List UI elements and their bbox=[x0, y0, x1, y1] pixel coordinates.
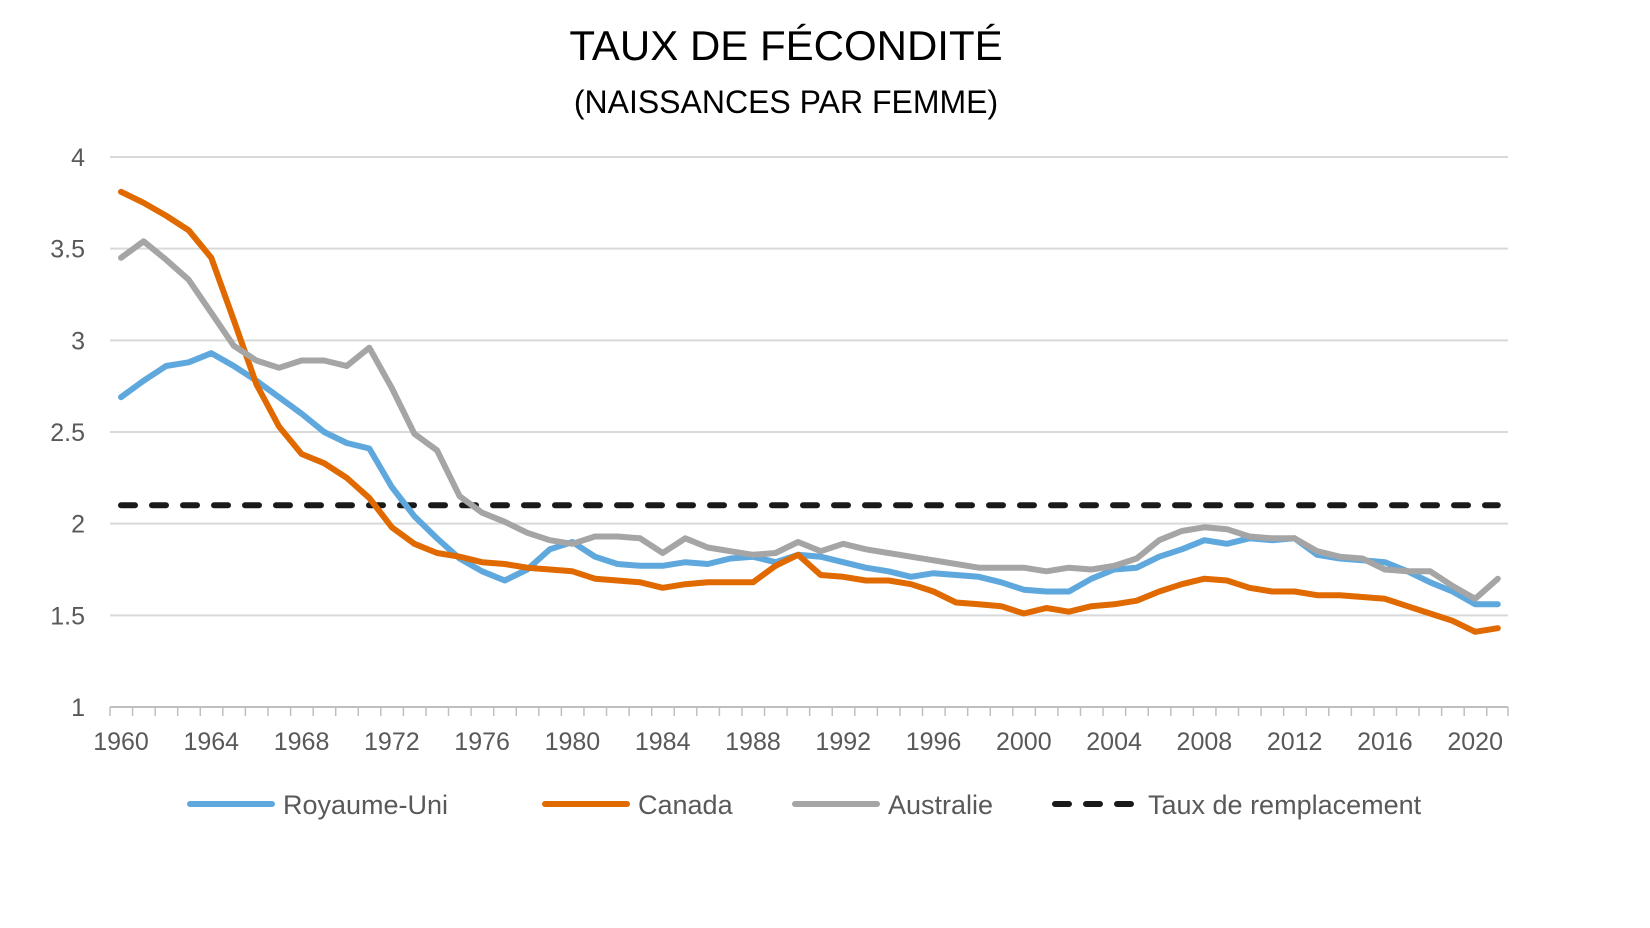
x-tick-label: 2008 bbox=[1177, 728, 1233, 756]
x-tick-label: 1988 bbox=[725, 728, 781, 756]
x-tick-label: 2016 bbox=[1357, 728, 1413, 756]
x-tick-label: 1984 bbox=[635, 728, 691, 756]
x-tick-label: 1972 bbox=[364, 728, 420, 756]
x-tick-label: 1968 bbox=[274, 728, 330, 756]
y-tick-label: 4 bbox=[71, 144, 85, 172]
x-tick-label: 1996 bbox=[906, 728, 962, 756]
y-tick-label: 3 bbox=[71, 327, 85, 355]
chart-subtitle: (NAISSANCES PAR FEMME) bbox=[573, 84, 999, 120]
y-tick-label: 2 bbox=[71, 511, 85, 539]
y-tick-label: 1 bbox=[71, 694, 85, 722]
x-tick-label: 2000 bbox=[996, 728, 1052, 756]
x-tick-label: 1980 bbox=[545, 728, 601, 756]
x-tick-label: 2012 bbox=[1267, 728, 1323, 756]
x-tick-label: 1960 bbox=[93, 728, 149, 756]
y-tick-label: 1.5 bbox=[50, 602, 85, 630]
y-tick-label: 3.5 bbox=[50, 236, 85, 264]
chart-title: TAUX DE FÉCONDITÉ bbox=[569, 22, 1003, 69]
legend-label: Taux de remplacement bbox=[1148, 790, 1422, 820]
x-tick-label: 1964 bbox=[183, 728, 239, 756]
x-tick-label: 2020 bbox=[1447, 728, 1503, 756]
x-tick-label: 2004 bbox=[1086, 728, 1142, 756]
series-line-canada bbox=[118, 188, 1501, 635]
legend-label: Royaume-Uni bbox=[283, 790, 448, 820]
legend-label: Australie bbox=[888, 790, 993, 820]
y-tick-label: 2.5 bbox=[50, 419, 85, 447]
series-line-australie bbox=[118, 238, 1501, 602]
legend-label: Canada bbox=[638, 790, 734, 820]
x-tick-label: 1976 bbox=[454, 728, 510, 756]
x-tick-label: 1992 bbox=[815, 728, 871, 756]
